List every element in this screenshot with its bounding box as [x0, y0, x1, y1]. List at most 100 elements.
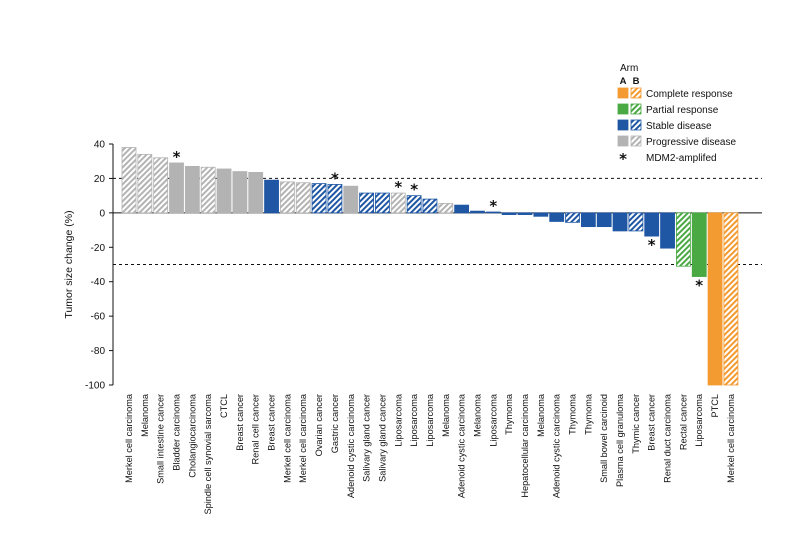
- bar: [169, 162, 184, 214]
- category-label: Merkel cell carcinoma: [298, 393, 308, 483]
- bar: [660, 212, 675, 249]
- category-label: Thymic cancer: [631, 394, 641, 454]
- y-tick-label: 20: [94, 174, 106, 185]
- y-tick-label: -60: [91, 312, 106, 323]
- bar: [470, 210, 485, 214]
- legend-entry-label: Progressive disease: [646, 137, 736, 148]
- bar: [549, 212, 565, 222]
- bar: [406, 195, 422, 214]
- bar: [137, 153, 153, 214]
- legend-swatch-arm-a: [617, 87, 629, 99]
- bar: [264, 179, 279, 214]
- y-tick-label: -40: [91, 277, 106, 288]
- mdm2-marker: *: [695, 277, 703, 295]
- bar-layer: * * * * * * *: [121, 147, 739, 386]
- bar: [327, 184, 343, 214]
- label-layer: Merkel cell carcinoma Melanoma Small intes…: [124, 393, 736, 514]
- legend-mdm2-label: MDM2-amplifed: [646, 153, 717, 164]
- category-label: Liposarcoma: [393, 393, 403, 446]
- category-label: Breast cancer: [647, 394, 657, 451]
- bar: [517, 212, 533, 215]
- legend-entry-label: Stable disease: [646, 121, 712, 132]
- category-label: Spindle cell synovial sarcoma: [203, 393, 213, 514]
- legend-swatch-arm-b: [630, 135, 642, 147]
- bar: [375, 192, 390, 214]
- bar: [485, 211, 501, 214]
- category-label: Thymoma: [568, 393, 578, 435]
- bar: [279, 181, 295, 214]
- bar: [390, 192, 406, 214]
- category-label: Plasma cell granuloma: [615, 393, 625, 487]
- bar: [723, 212, 739, 386]
- legend-arm-label: B: [633, 76, 640, 87]
- y-axis-title: Tumor size change (%): [63, 210, 75, 318]
- bar: [311, 183, 327, 214]
- legend-swatch-arm-a: [617, 119, 629, 131]
- category-label: Adenoid cystic carcinoma: [552, 393, 562, 498]
- legend-swatch-arm-a: [617, 135, 629, 147]
- category-label: CTCL: [219, 394, 229, 418]
- legend-entry-label: Complete response: [646, 89, 733, 100]
- bar: [343, 185, 359, 214]
- bar: [438, 202, 454, 214]
- legend-entry-label: Partial response: [646, 105, 719, 116]
- category-label: Small intestine cancer: [156, 394, 166, 484]
- bar: [691, 212, 707, 277]
- bar: [295, 182, 311, 214]
- category-label: Bladder carcinoma: [172, 393, 182, 470]
- category-label: Thymoma: [504, 393, 514, 435]
- category-label: Adenoid cystic carcinoma: [346, 393, 356, 498]
- category-label: Liposarcoma: [425, 393, 435, 446]
- legend: Arm A B Complete response Partial response St…: [617, 63, 736, 168]
- bar: [454, 204, 470, 214]
- y-tick-label: -100: [85, 381, 105, 392]
- category-label: Ovarian cancer: [314, 394, 324, 456]
- bar: [422, 198, 438, 214]
- category-label: Merkel cell carcinoma: [124, 393, 134, 483]
- category-label: Renal cell cancer: [251, 394, 261, 464]
- legend-mdm2-marker: *: [619, 150, 627, 168]
- legend-title: Arm: [620, 63, 638, 74]
- category-label: Hepatocellular carcinoma: [520, 393, 530, 498]
- bar: [184, 165, 200, 214]
- category-label: Thymoma: [583, 393, 593, 435]
- category-label: Rectal cancer: [678, 394, 688, 450]
- legend-swatch-arm-a: [617, 103, 629, 115]
- category-label: Salivary gland cancer: [362, 394, 372, 482]
- legend-swatch-arm-b: [630, 103, 642, 115]
- bar: [565, 212, 580, 223]
- y-tick-label: 40: [94, 140, 106, 151]
- category-label: Melanoma: [472, 393, 482, 437]
- bar: [216, 168, 232, 214]
- category-label: Melanoma: [536, 393, 546, 437]
- category-label: Renal duct carcinoma: [663, 393, 673, 483]
- legend-arm-label: A: [620, 76, 627, 87]
- category-label: Breast cancer: [267, 394, 277, 451]
- category-label: Melanoma: [441, 393, 451, 437]
- bar: [580, 212, 596, 228]
- mdm2-marker: *: [394, 178, 402, 196]
- mdm2-marker: *: [648, 236, 656, 254]
- bar: [644, 212, 660, 237]
- y-tick-label: -80: [91, 346, 106, 357]
- bar: [533, 212, 549, 217]
- mdm2-marker: *: [173, 148, 181, 166]
- mdm2-marker: *: [410, 181, 418, 199]
- legend-swatch-arm-b: [630, 119, 642, 131]
- category-label: Salivary gland cancer: [377, 394, 387, 482]
- bar: [501, 212, 517, 215]
- bar: [676, 212, 691, 267]
- category-label: Liposarcoma: [694, 393, 704, 446]
- category-label: Melanoma: [140, 393, 150, 437]
- category-label: Merkel cell carcinoma: [282, 393, 292, 483]
- bar: [612, 212, 628, 232]
- mdm2-marker: *: [489, 197, 497, 215]
- bar: [200, 166, 216, 214]
- category-label: Small bowel carcinoid: [599, 394, 609, 483]
- y-tick-label: 0: [99, 208, 105, 219]
- bar: [596, 212, 612, 228]
- bar: [628, 212, 644, 232]
- category-label: Gastric cancer: [330, 394, 340, 453]
- category-label: Liposarcoma: [409, 393, 419, 446]
- bar: [248, 172, 264, 214]
